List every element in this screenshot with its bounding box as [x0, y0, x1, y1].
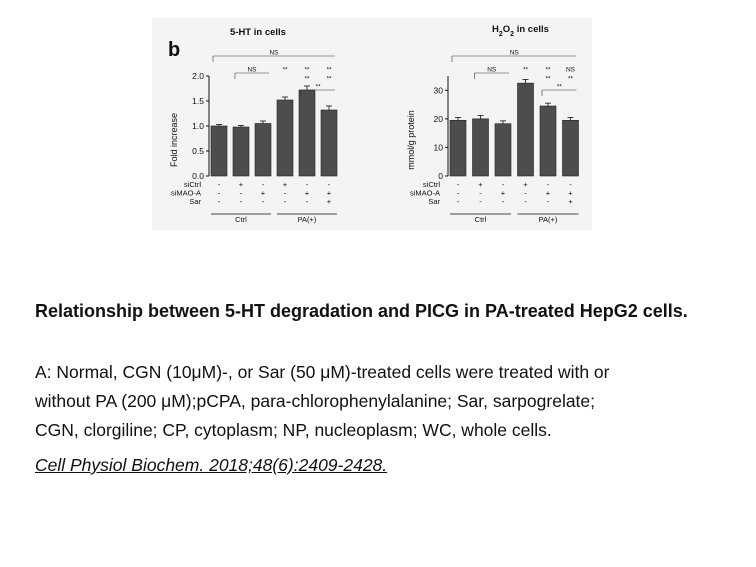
- condition-mark: -: [457, 180, 460, 189]
- condition-mark: +: [501, 189, 506, 198]
- significance-label: NS: [487, 67, 497, 74]
- caption-line: A: Normal, CGN (10μM)-, or Sar (50 μM)-t…: [35, 362, 610, 382]
- y-tick-label: 1.0: [192, 121, 204, 131]
- condition-mark: +: [239, 180, 244, 189]
- condition-mark: -: [524, 197, 527, 206]
- y-tick-label: 1.5: [192, 96, 204, 106]
- caption-body: A: Normal, CGN (10μM)-, or Sar (50 μM)-t…: [35, 358, 751, 445]
- condition-mark: +: [568, 189, 573, 198]
- y-tick-label: 20: [434, 114, 444, 124]
- bar: [562, 119, 579, 177]
- significance-label: **: [557, 84, 563, 91]
- significance-label: NS: [566, 67, 576, 74]
- condition-mark: -: [457, 197, 460, 206]
- group-label: Ctrl: [235, 215, 247, 224]
- condition-mark: +: [546, 189, 551, 198]
- condition-mark: +: [305, 189, 310, 198]
- significance-label: NS: [510, 50, 520, 57]
- panel-letter: b: [168, 39, 180, 61]
- condition-mark: -: [306, 180, 309, 189]
- condition-row-label: siMAO-A: [410, 189, 440, 198]
- bar: [539, 105, 557, 177]
- condition-row-label: siMAO-A: [171, 189, 201, 198]
- significance-label: **: [315, 84, 321, 91]
- condition-mark: -: [524, 189, 527, 198]
- condition-mark: -: [262, 197, 265, 206]
- significance-label: **: [326, 76, 332, 83]
- figure-panel: b 5-HT in cells Fold increase 0.0 0.5 1.0 1.5 2…: [152, 18, 592, 230]
- condition-mark: -: [218, 197, 221, 206]
- condition-mark: -: [457, 189, 460, 198]
- condition-mark: +: [478, 180, 483, 189]
- condition-mark: -: [218, 180, 221, 189]
- bar: [210, 125, 228, 177]
- condition-mark: -: [569, 180, 572, 189]
- condition-mark: +: [568, 197, 573, 206]
- condition-mark: -: [306, 197, 309, 206]
- significance-label: **: [304, 76, 310, 83]
- condition-mark: -: [240, 197, 243, 206]
- condition-row-label: Sar: [428, 197, 440, 206]
- condition-mark: +: [327, 189, 332, 198]
- y-tick-label: 0.0: [192, 171, 204, 181]
- caption-line: CGN, clorgiline; CP, cytoplasm; NP, nucl…: [35, 420, 552, 440]
- significance-label: **: [304, 67, 310, 74]
- condition-mark: +: [283, 180, 288, 189]
- y-tick-label: 0: [438, 171, 443, 181]
- y-tick-label: 0.5: [192, 146, 204, 156]
- condition-row-label: siCtrl: [423, 180, 440, 189]
- condition-mark: -: [240, 189, 243, 198]
- bar: [298, 89, 316, 177]
- condition-mark: +: [327, 197, 332, 206]
- condition-mark: -: [502, 197, 505, 206]
- chart-title: H2O2 in cells: [492, 24, 549, 38]
- significance-label: **: [523, 67, 529, 74]
- significance-label: **: [326, 67, 332, 74]
- y-axis-label: Fold increase: [169, 113, 179, 167]
- significance-label: **: [282, 67, 288, 74]
- caption-line: without PA (200 μM);pCPA, para-chlorophe…: [35, 391, 596, 411]
- bar: [254, 123, 272, 177]
- condition-mark: -: [262, 180, 265, 189]
- condition-mark: -: [502, 180, 505, 189]
- condition-row-label: siCtrl: [184, 180, 201, 189]
- bar: [517, 82, 534, 177]
- significance-label: NS: [247, 67, 257, 74]
- caption-title: Relationship between 5-HT degradation an…: [35, 301, 688, 321]
- condition-mark: -: [547, 180, 550, 189]
- condition-mark: -: [479, 197, 482, 206]
- condition-mark: -: [284, 197, 287, 206]
- y-tick-label: 10: [434, 142, 444, 152]
- bar: [449, 119, 467, 177]
- significance-label: **: [545, 67, 551, 74]
- condition-mark: -: [328, 180, 331, 189]
- significance-label: **: [568, 76, 574, 83]
- citation-link[interactable]: Cell Physiol Biochem. 2018;48(6):2409-24…: [35, 455, 388, 475]
- condition-row-label: Sar: [189, 197, 201, 206]
- condition-mark: +: [261, 189, 266, 198]
- figure-svg: b 5-HT in cells Fold increase 0.0 0.5 1.0 1.5 2…: [168, 24, 579, 224]
- bar: [494, 123, 512, 177]
- bar: [472, 118, 489, 177]
- condition-mark: -: [218, 189, 221, 198]
- bar: [320, 109, 338, 177]
- chart-title: 5-HT in cells: [230, 27, 286, 38]
- y-axis-label: mmol/g protein: [406, 110, 416, 170]
- condition-mark: -: [284, 189, 287, 198]
- group-label: PA(+): [539, 215, 558, 224]
- bar: [232, 126, 250, 177]
- significance-label: **: [545, 76, 551, 83]
- bar: [276, 99, 294, 177]
- group-label: Ctrl: [475, 215, 487, 224]
- condition-mark: -: [547, 197, 550, 206]
- y-tick-label: 2.0: [192, 71, 204, 81]
- y-tick-label: 30: [434, 85, 444, 95]
- condition-mark: +: [523, 180, 528, 189]
- group-label: PA(+): [298, 215, 317, 224]
- significance-label: NS: [269, 50, 279, 57]
- condition-mark: -: [479, 189, 482, 198]
